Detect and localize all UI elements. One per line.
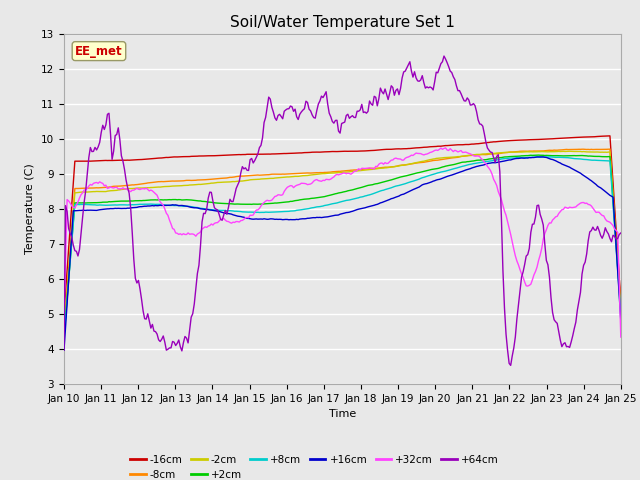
Y-axis label: Temperature (C): Temperature (C): [26, 163, 35, 254]
Title: Soil/Water Temperature Set 1: Soil/Water Temperature Set 1: [230, 15, 455, 30]
X-axis label: Time: Time: [329, 409, 356, 419]
Legend: -16cm, -8cm, -2cm, +2cm, +8cm, +16cm, +32cm, +64cm: -16cm, -8cm, -2cm, +2cm, +8cm, +16cm, +3…: [126, 450, 503, 480]
Text: EE_met: EE_met: [75, 45, 123, 58]
